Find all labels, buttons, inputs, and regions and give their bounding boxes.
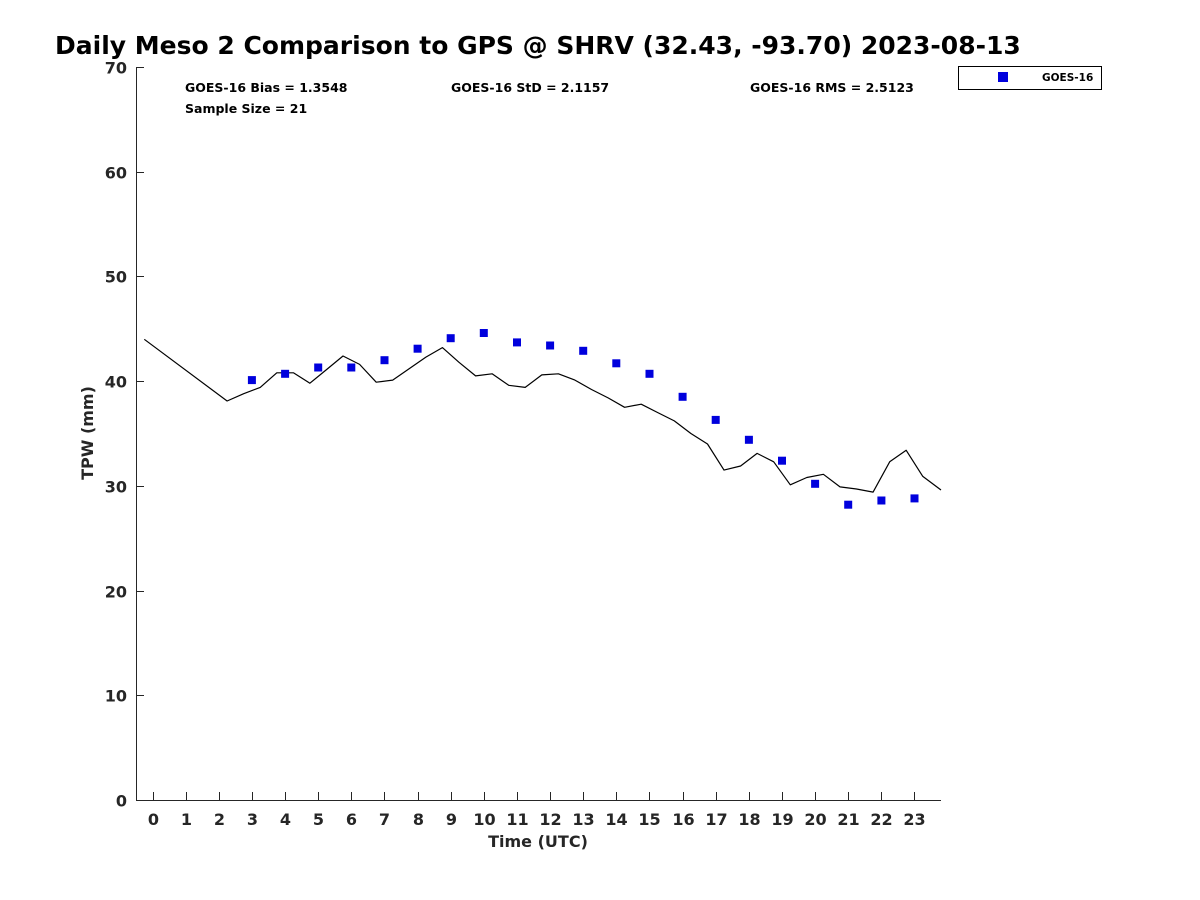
legend-marker-goes-16 (998, 72, 1008, 82)
goes-16-point (579, 346, 588, 355)
gps-line-series (143, 338, 942, 493)
y-axis-label: TPW (mm) (78, 386, 97, 480)
goes-16-point (247, 376, 256, 385)
goes-16-point (877, 496, 886, 505)
y-tick-label: 10 (105, 687, 127, 706)
x-tick-label: 6 (346, 810, 357, 829)
goes-16-point (347, 363, 356, 372)
x-tick-label: 13 (572, 810, 594, 829)
axes: 0 1 2 3 4 5 6 7 8 9 10 11 12 13 14 15 16 17 18 19 20 21 22 2301… (105, 59, 941, 829)
x-tick-label: 5 (313, 810, 324, 829)
x-tick-label: 12 (539, 810, 561, 829)
legend-label-goes-16: GOES-16 (1042, 72, 1093, 84)
goes-16-point (546, 341, 555, 350)
chart-title: Daily Meso 2 Comparison to GPS @ SHRV (3… (55, 31, 1021, 60)
goes-16-point (446, 334, 455, 343)
goes-16-point (513, 338, 521, 347)
goes-16-point (380, 356, 389, 365)
goes-16-point (744, 435, 753, 444)
y-tick-label: 50 (105, 268, 127, 287)
x-tick-label: 10 (473, 810, 495, 829)
goes-16-point (413, 344, 422, 353)
x-tick-label: 3 (247, 810, 258, 829)
sample-size-stat: Sample Size = 21 (185, 101, 307, 116)
legend: GOES-16 (958, 66, 1102, 90)
y-tick-label: 20 (105, 583, 127, 602)
goes-16-series (247, 329, 919, 509)
goes-16-point (711, 415, 720, 424)
x-tick-label: 0 (148, 810, 159, 829)
x-tick-label: 9 (446, 810, 457, 829)
x-tick-label: 1 (181, 810, 192, 829)
x-tick-label: 15 (638, 810, 660, 829)
y-tick-label: 0 (116, 792, 127, 811)
x-tick-label: 14 (605, 810, 627, 829)
x-tick-label: 8 (413, 810, 424, 829)
goes-16-point (844, 500, 853, 509)
x-tick-label: 2 (214, 810, 225, 829)
goes-16-point (612, 359, 621, 368)
goes-16-point (479, 329, 488, 337)
x-tick-label: 20 (804, 810, 826, 829)
goes-16-point (811, 479, 820, 488)
std-stat: GOES-16 StD = 2.1157 (451, 80, 609, 95)
x-tick-label: 11 (506, 810, 528, 829)
x-tick-label: 23 (903, 810, 925, 829)
goes-16-point (778, 456, 786, 465)
goes-16-point (678, 392, 687, 401)
x-axis-label: Time (UTC) (488, 832, 588, 851)
x-tick-label: 22 (870, 810, 892, 829)
x-tick-label: 21 (837, 810, 859, 829)
y-tick-label: 30 (105, 478, 127, 497)
bias-stat: GOES-16 Bias = 1.3548 (185, 80, 347, 95)
gps-line (143, 338, 942, 493)
x-tick-label: 17 (705, 810, 727, 829)
goes-16-point (314, 363, 323, 372)
x-tick-label: 18 (738, 810, 760, 829)
goes-16-point (645, 369, 654, 378)
x-tick-label: 7 (379, 810, 390, 829)
legend-box (958, 66, 1102, 90)
goes-16-point (910, 494, 919, 503)
x-tick-label: 4 (280, 810, 291, 829)
rms-stat: GOES-16 RMS = 2.5123 (750, 80, 914, 95)
y-tick-label: 40 (105, 373, 127, 392)
goes-16-point (281, 369, 290, 378)
y-tick-label: 60 (105, 164, 127, 183)
y-tick-label: 70 (105, 59, 127, 78)
x-tick-label: 16 (672, 810, 694, 829)
x-tick-label: 19 (771, 810, 793, 829)
